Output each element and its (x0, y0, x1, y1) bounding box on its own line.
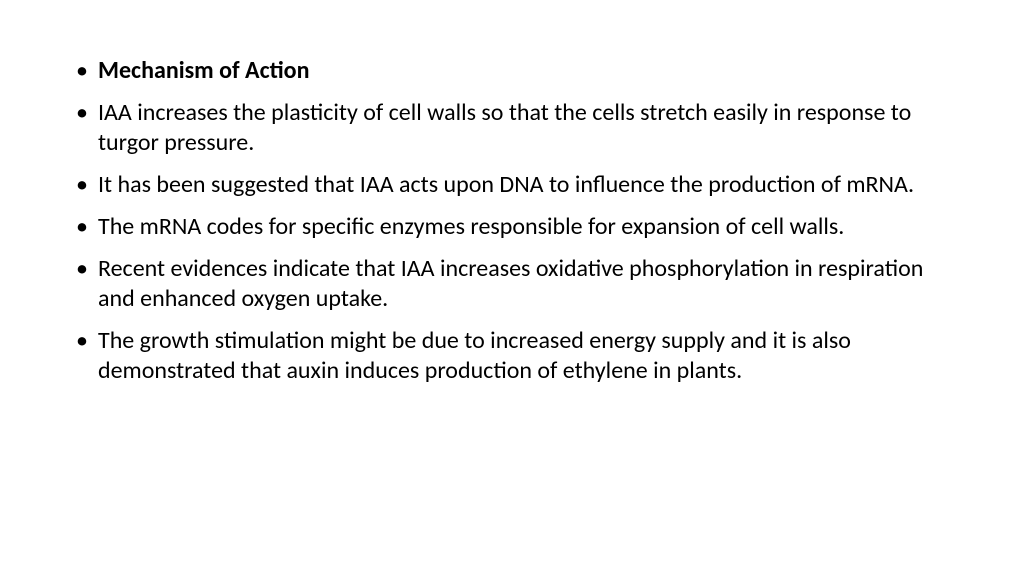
bullet-list: Mechanism of Action IAA increases the pl… (70, 56, 954, 386)
bullet-text: IAA increases the plasticity of cell wal… (98, 98, 911, 157)
bullet-item: The mRNA codes for specific enzymes resp… (70, 212, 954, 242)
bullet-item: Recent evidences indicate that IAA incre… (70, 254, 954, 314)
bullet-text: The growth stimulation might be due to i… (98, 326, 851, 385)
bullet-item: Mechanism of Action (70, 56, 954, 86)
bullet-text: The mRNA codes for specific enzymes resp… (98, 212, 844, 241)
slide-body: Mechanism of Action IAA increases the pl… (0, 0, 1024, 576)
bullet-item: The growth stimulation might be due to i… (70, 326, 954, 386)
bullet-item: IAA increases the plasticity of cell wal… (70, 98, 954, 158)
bullet-text: It has been suggested that IAA acts upon… (98, 170, 914, 199)
bullet-item: It has been suggested that IAA acts upon… (70, 170, 954, 200)
bullet-text: Recent evidences indicate that IAA incre… (98, 254, 923, 313)
bullet-text: Mechanism of Action (98, 56, 309, 85)
